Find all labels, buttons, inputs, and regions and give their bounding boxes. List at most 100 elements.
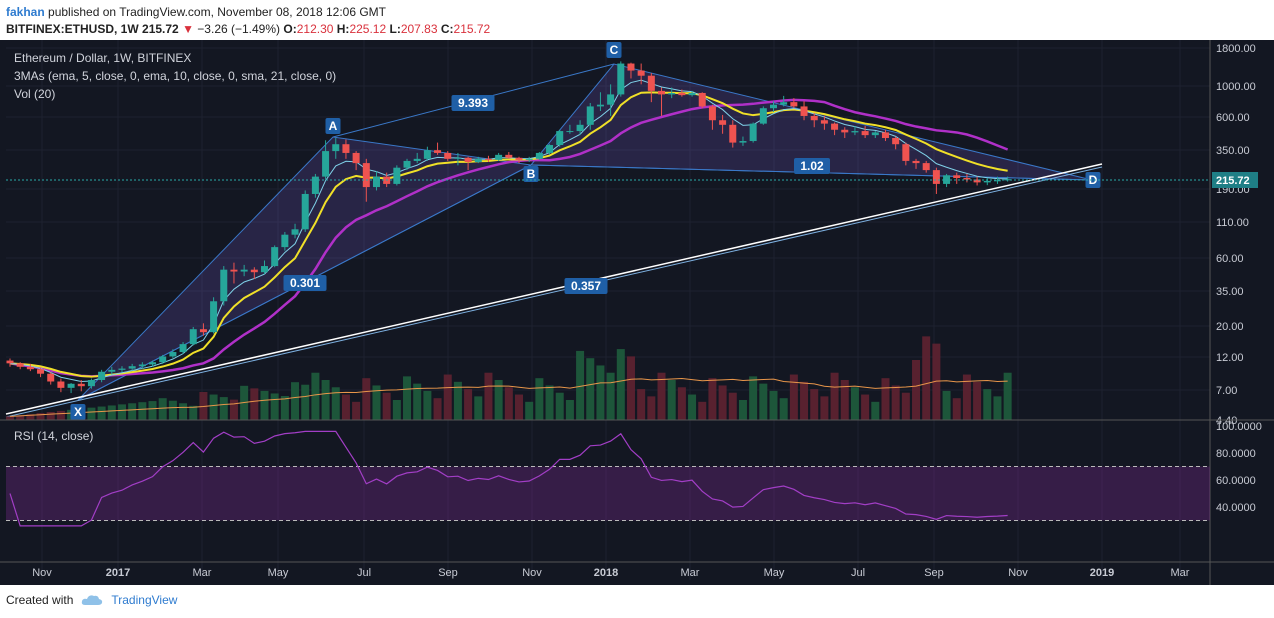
rsi-band: [6, 466, 1210, 521]
volume-bar: [647, 396, 656, 420]
ema10-line: [9, 91, 1008, 378]
ratio-abc-label: 9.393: [458, 96, 488, 110]
close-label: C:: [440, 22, 454, 36]
candle-body: [688, 92, 696, 96]
point-c-label: C: [610, 43, 619, 57]
volume-bar: [1003, 372, 1012, 420]
volume-bar: [362, 378, 371, 420]
volume-bar: [16, 415, 25, 420]
candle-body: [851, 131, 859, 133]
volume-bar: [535, 378, 544, 420]
volume-bar: [861, 394, 870, 420]
candle-body: [647, 75, 655, 91]
volume-bar: [331, 387, 340, 420]
volume-bar: [474, 396, 483, 420]
price-tick-label: 12.00: [1216, 352, 1244, 364]
candle-body: [637, 70, 645, 76]
price-axis-bg: [1210, 40, 1274, 585]
candle-body: [261, 266, 268, 273]
candle-body: [108, 369, 116, 372]
open-label: O:: [283, 22, 297, 36]
volume-bar: [555, 392, 564, 420]
price-change: −3.26 (−1.49%): [197, 22, 281, 36]
volume-bar: [688, 394, 697, 420]
chart-title: Ethereum / Dollar, 1W, BITFINEX: [14, 51, 191, 65]
volume-bar: [973, 381, 982, 420]
volume-bar: [158, 398, 167, 420]
volume-bar: [311, 372, 320, 420]
candle-body: [434, 150, 442, 153]
candle-body: [291, 229, 299, 235]
candle-body: [128, 366, 136, 369]
trendline-white: [5, 163, 1103, 415]
candle-body: [474, 158, 482, 163]
volume-bar: [46, 412, 55, 420]
down-arrow-icon: ▼: [182, 22, 194, 36]
price-chart[interactable]: X A B C D 0.301 9.393 1.02 0.357 1800.00 1000.00 6…: [0, 40, 1274, 590]
candle-body: [149, 362, 157, 365]
candle-body: [729, 124, 737, 143]
volume-bar: [657, 372, 666, 420]
sma21-line: [9, 98, 1009, 378]
candle-body: [47, 373, 55, 382]
candle-body: [922, 163, 930, 171]
volume-bar: [494, 380, 503, 420]
price-axis[interactable]: 1800.001000.00600.00350.00190.00110.0060…: [6, 40, 1274, 585]
author-name[interactable]: fakhan: [6, 5, 45, 19]
candle-body: [739, 141, 747, 143]
volume-bar: [87, 407, 96, 420]
volume-bar: [596, 365, 605, 420]
candle-body: [423, 150, 431, 159]
volume-bar: [403, 376, 412, 420]
candle-body: [464, 157, 472, 163]
candle-body: [403, 160, 411, 168]
open-value: 212.30: [296, 22, 334, 36]
candle-body: [118, 368, 126, 370]
candle-body: [749, 123, 757, 142]
candle-body: [230, 269, 238, 272]
candle-body: [932, 170, 940, 184]
candle-body: [658, 90, 666, 95]
candle-body: [250, 269, 258, 273]
candle-body: [810, 115, 818, 121]
candle-body: [16, 363, 24, 367]
low-value: 207.83: [400, 22, 438, 36]
published-text: published on TradingView.com, November 0…: [48, 5, 387, 19]
volume-bar: [738, 400, 747, 420]
candle-body: [515, 157, 523, 160]
volume-bar: [484, 372, 493, 420]
candle-body: [790, 102, 798, 107]
time-axis[interactable]: Nov 2017 Mar May Jul Sep Nov 2018 Mar May Jul Sep No…: [0, 561, 1274, 579]
price-tick-label: 35.00: [1216, 286, 1244, 298]
candle-body: [953, 175, 961, 179]
point-b-label-bg: [523, 166, 539, 182]
volume-bar: [962, 374, 971, 420]
volume-bar: [932, 343, 941, 420]
volume-bar: [891, 385, 900, 420]
volume-legend: Vol (20): [14, 87, 55, 101]
candle-body: [240, 269, 248, 272]
high-label: H:: [336, 22, 350, 36]
candle-body: [87, 380, 95, 387]
point-x-label-bg: [70, 404, 86, 420]
tradingview-link[interactable]: TradingView: [111, 593, 178, 607]
candle-body: [57, 381, 65, 388]
time-tick-label: 2017: [106, 567, 130, 579]
candle-body: [708, 106, 716, 121]
volume-bar: [382, 392, 391, 420]
volume-bar: [250, 388, 259, 420]
candle-body: [759, 108, 767, 124]
rsi-pane[interactable]: 100.0000 80.0000 60.0000 40.0000: [0, 419, 1274, 527]
volume-bar: [698, 401, 707, 420]
volume-bar: [148, 401, 157, 420]
candle-body: [535, 152, 543, 159]
candle-body: [77, 383, 85, 387]
volume-bar: [107, 405, 116, 420]
point-c-label-bg: [606, 42, 622, 58]
close-value: 215.72: [453, 22, 491, 36]
candle-body: [322, 151, 330, 177]
volume-bar: [138, 402, 147, 420]
candle-body: [698, 92, 706, 107]
price-tick-label: 110.00: [1216, 217, 1249, 229]
volume-bar: [637, 389, 646, 420]
